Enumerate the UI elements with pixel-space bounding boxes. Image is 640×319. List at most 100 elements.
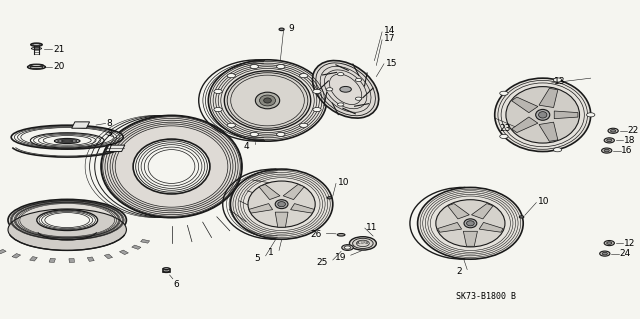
Bar xyxy=(29,256,37,261)
Ellipse shape xyxy=(276,132,285,137)
Ellipse shape xyxy=(227,123,236,127)
Ellipse shape xyxy=(208,60,326,141)
Ellipse shape xyxy=(519,216,524,218)
Ellipse shape xyxy=(31,48,42,49)
Ellipse shape xyxy=(28,65,45,69)
Text: 3: 3 xyxy=(106,130,112,138)
Ellipse shape xyxy=(313,89,321,93)
Text: 7: 7 xyxy=(106,144,112,153)
Ellipse shape xyxy=(337,103,344,106)
Polygon shape xyxy=(438,222,461,232)
Bar xyxy=(120,250,129,255)
Ellipse shape xyxy=(602,148,612,153)
Polygon shape xyxy=(275,212,288,227)
Ellipse shape xyxy=(312,61,379,118)
Ellipse shape xyxy=(554,78,562,82)
Bar xyxy=(69,258,74,263)
Bar xyxy=(0,249,6,254)
Bar xyxy=(87,257,94,261)
Text: 10: 10 xyxy=(538,197,550,206)
Ellipse shape xyxy=(464,219,477,228)
Polygon shape xyxy=(291,204,314,213)
Text: SK73-B1800 B: SK73-B1800 B xyxy=(456,293,516,301)
Ellipse shape xyxy=(12,125,123,149)
Text: 11: 11 xyxy=(366,223,378,232)
Ellipse shape xyxy=(417,188,523,259)
Bar xyxy=(104,254,113,259)
Ellipse shape xyxy=(61,140,73,142)
Ellipse shape xyxy=(586,113,595,117)
Polygon shape xyxy=(249,204,273,213)
Text: 10: 10 xyxy=(338,178,349,187)
Ellipse shape xyxy=(260,95,275,106)
Ellipse shape xyxy=(214,89,222,93)
Text: 17: 17 xyxy=(384,34,396,43)
Ellipse shape xyxy=(275,200,288,209)
Polygon shape xyxy=(539,88,558,108)
Ellipse shape xyxy=(467,221,474,226)
Polygon shape xyxy=(554,111,578,119)
Ellipse shape xyxy=(436,200,505,247)
Ellipse shape xyxy=(607,242,612,244)
Text: 13: 13 xyxy=(554,77,565,86)
Ellipse shape xyxy=(536,109,550,120)
Text: 1: 1 xyxy=(268,248,273,257)
Ellipse shape xyxy=(349,237,376,250)
Polygon shape xyxy=(539,122,558,141)
Ellipse shape xyxy=(608,128,618,133)
Text: 20: 20 xyxy=(53,63,65,71)
Ellipse shape xyxy=(250,132,259,137)
Text: 6: 6 xyxy=(173,280,179,289)
Polygon shape xyxy=(259,184,280,200)
Ellipse shape xyxy=(248,181,316,227)
Polygon shape xyxy=(479,222,503,232)
Ellipse shape xyxy=(300,123,308,127)
Text: 21: 21 xyxy=(53,45,65,54)
Ellipse shape xyxy=(495,78,591,152)
Ellipse shape xyxy=(344,246,351,249)
Text: 12: 12 xyxy=(624,239,636,248)
Text: 25: 25 xyxy=(316,258,328,267)
Text: 9: 9 xyxy=(288,24,294,33)
Bar xyxy=(49,258,56,263)
Text: 19: 19 xyxy=(335,253,347,262)
Polygon shape xyxy=(511,97,538,113)
Ellipse shape xyxy=(326,88,333,91)
Bar xyxy=(12,254,20,258)
Text: 14: 14 xyxy=(384,26,396,35)
Ellipse shape xyxy=(264,98,271,103)
Polygon shape xyxy=(472,204,493,219)
Bar xyxy=(132,245,141,249)
Bar xyxy=(141,239,150,243)
Text: 15: 15 xyxy=(386,59,397,68)
Ellipse shape xyxy=(607,139,612,142)
Ellipse shape xyxy=(328,197,332,199)
Ellipse shape xyxy=(230,169,333,239)
Text: 23: 23 xyxy=(499,124,511,133)
Ellipse shape xyxy=(37,210,97,230)
Ellipse shape xyxy=(600,251,610,256)
Ellipse shape xyxy=(604,241,614,246)
Ellipse shape xyxy=(355,78,362,82)
Polygon shape xyxy=(448,204,469,219)
Ellipse shape xyxy=(276,64,285,69)
Ellipse shape xyxy=(278,202,285,207)
Ellipse shape xyxy=(506,86,580,143)
Ellipse shape xyxy=(340,86,351,92)
Text: 18: 18 xyxy=(624,136,636,145)
Text: 24: 24 xyxy=(620,249,631,258)
Text: 22: 22 xyxy=(628,126,639,135)
Ellipse shape xyxy=(602,252,607,255)
Ellipse shape xyxy=(29,64,44,67)
Text: 26: 26 xyxy=(310,230,321,239)
Ellipse shape xyxy=(31,133,104,148)
Text: 16: 16 xyxy=(621,146,633,155)
Text: 4: 4 xyxy=(244,142,250,151)
Polygon shape xyxy=(106,145,125,152)
Ellipse shape xyxy=(8,209,127,250)
Ellipse shape xyxy=(163,271,170,272)
Polygon shape xyxy=(72,122,90,128)
Ellipse shape xyxy=(554,148,562,152)
Text: 5: 5 xyxy=(254,254,260,263)
Ellipse shape xyxy=(279,28,284,31)
